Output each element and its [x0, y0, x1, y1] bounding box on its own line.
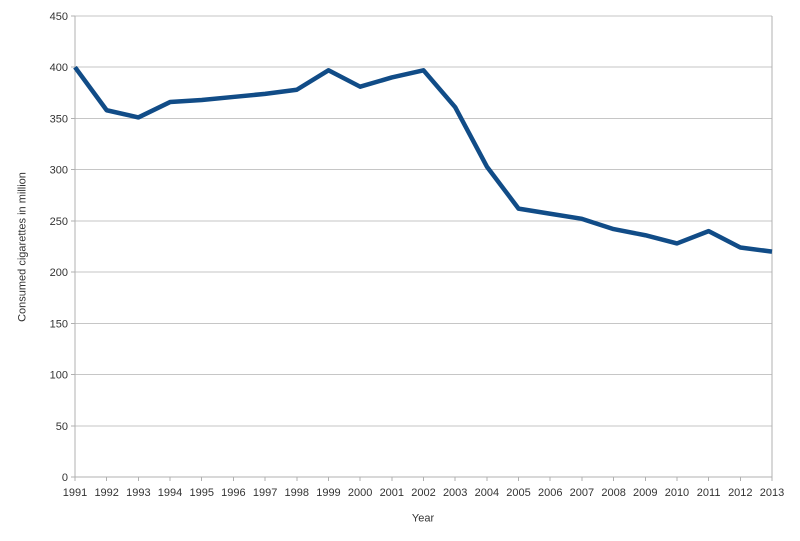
y-tick-label: 450 — [50, 11, 68, 23]
x-tick-label: 2013 — [760, 487, 784, 499]
y-tick-label: 300 — [50, 165, 68, 177]
x-tick-label: 2010 — [665, 487, 689, 499]
y-axis-title: Consumed cigarettes in million — [16, 172, 29, 322]
y-tick-label: 0 — [62, 472, 68, 484]
x-tick-label: 1991 — [63, 487, 87, 499]
y-tick-label: 50 — [56, 421, 68, 433]
x-tick-label: 1997 — [253, 487, 277, 499]
x-tick-label: 1999 — [316, 487, 340, 499]
x-tick-label: 2000 — [348, 487, 372, 499]
x-tick-label: 1994 — [158, 487, 182, 499]
x-tick-label: 2012 — [728, 487, 752, 499]
data-series-line — [73, 65, 773, 254]
x-tick-label: 2006 — [538, 487, 562, 499]
y-tick-label: 350 — [50, 113, 68, 125]
y-tick-label: 400 — [50, 62, 68, 74]
x-tick-label: 1993 — [126, 487, 150, 499]
x-tick-label: 2003 — [443, 487, 467, 499]
x-tick-label: 2004 — [475, 487, 499, 499]
y-tick-label: 200 — [50, 267, 68, 279]
x-tick-label: 2011 — [697, 487, 721, 499]
y-tick-label: 250 — [50, 216, 68, 228]
x-tick-label: 2009 — [633, 487, 657, 499]
y-tick-label: 150 — [50, 318, 68, 330]
x-tick-label: 2005 — [506, 487, 530, 499]
x-tick-label: 2008 — [601, 487, 625, 499]
x-axis-title: Year — [411, 512, 435, 525]
y-tick-label: 100 — [50, 370, 68, 382]
x-tick-label: 2002 — [411, 487, 435, 499]
x-tick-label: 1995 — [189, 487, 213, 499]
x-tick-label: 1996 — [221, 487, 245, 499]
x-tick-label: 2001 — [380, 487, 404, 499]
x-tick-label: 2007 — [570, 487, 594, 499]
x-tick-label: 1998 — [285, 487, 309, 499]
x-tick-label: 1992 — [94, 487, 118, 499]
